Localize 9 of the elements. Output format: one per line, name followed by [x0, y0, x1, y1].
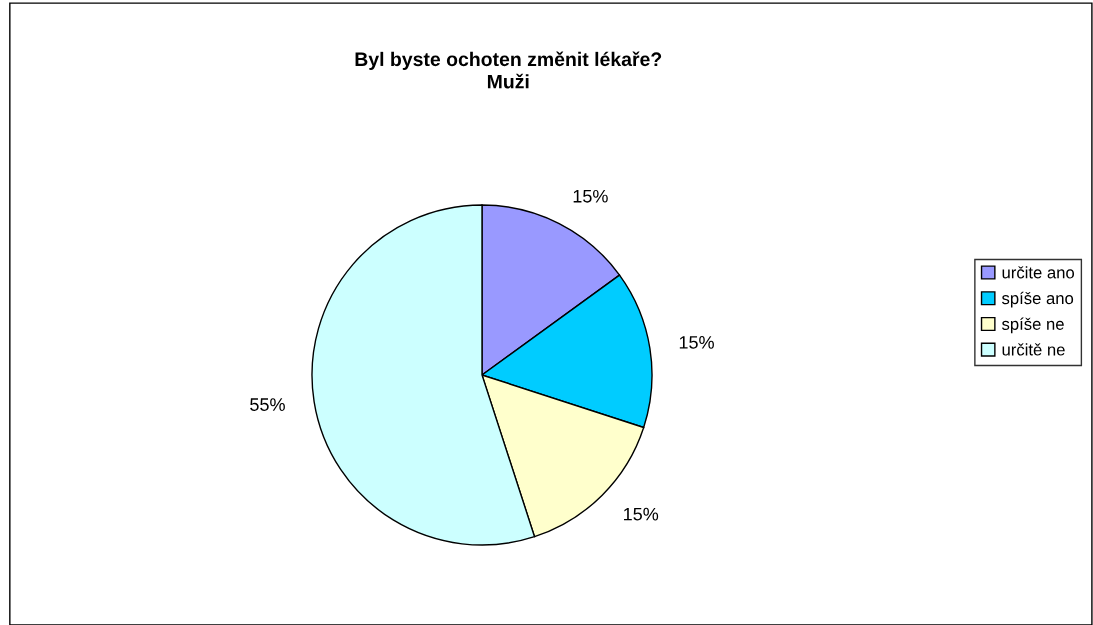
data-label: 15%	[679, 336, 714, 349]
chart-title: Byl byste ochoten změnit lékaře? Muži	[355, 51, 662, 89]
legend-label: určitě ne	[1002, 343, 1065, 356]
data-label: 15%	[624, 507, 659, 521]
legend-label: určite ano	[1002, 266, 1075, 279]
legend-label: spíše ano	[1002, 291, 1074, 308]
data-label: 55%	[250, 398, 285, 411]
legend-label: spíše ne	[1002, 317, 1064, 334]
data-label: 15%	[573, 189, 608, 203]
